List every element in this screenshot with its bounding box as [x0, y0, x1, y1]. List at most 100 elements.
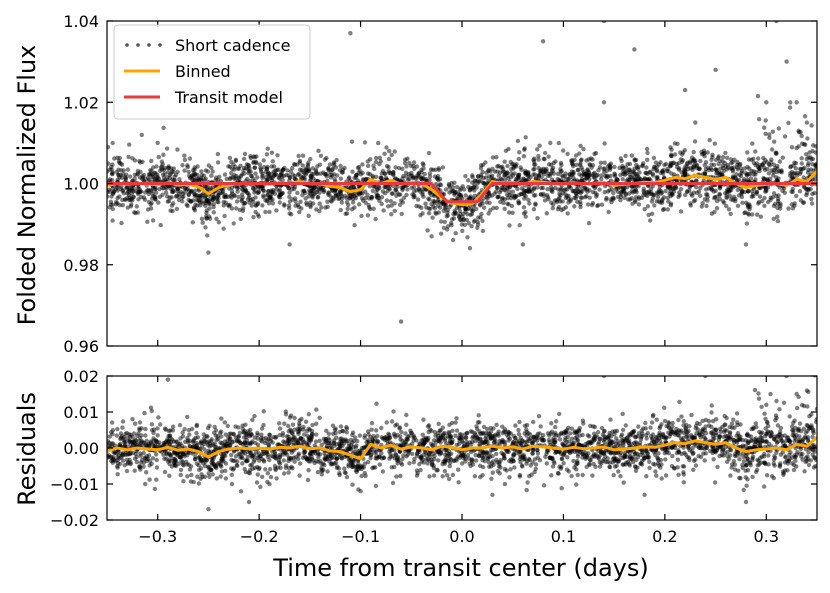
data-point — [159, 164, 164, 169]
data-point — [451, 216, 457, 221]
data-point — [400, 438, 405, 443]
data-point — [549, 200, 554, 205]
outlier-point — [794, 100, 799, 105]
data-point — [544, 169, 549, 174]
data-point — [785, 468, 790, 473]
data-point — [280, 431, 286, 436]
data-point — [678, 443, 683, 449]
data-point — [442, 469, 448, 474]
data-point — [126, 154, 131, 160]
outlier-point — [632, 47, 637, 52]
data-point — [393, 187, 398, 192]
data-point — [494, 155, 499, 160]
data-point — [406, 176, 412, 182]
data-point — [507, 210, 512, 215]
data-point — [452, 191, 457, 196]
data-point — [536, 157, 541, 162]
data-point — [282, 202, 287, 207]
data-point — [707, 137, 712, 143]
data-point — [549, 177, 555, 182]
data-point — [598, 160, 604, 165]
data-point — [107, 189, 110, 195]
data-point — [386, 204, 391, 209]
data-point — [362, 140, 368, 145]
data-point — [728, 166, 734, 171]
data-point — [175, 147, 180, 152]
data-point — [457, 205, 462, 210]
data-point — [783, 454, 788, 459]
data-point — [718, 166, 723, 171]
data-point — [383, 175, 389, 180]
data-point — [515, 138, 521, 144]
data-point — [714, 206, 720, 211]
data-point — [453, 420, 458, 425]
data-point — [799, 161, 804, 166]
data-point — [460, 228, 465, 234]
data-point — [666, 424, 671, 429]
data-point — [350, 430, 356, 435]
data-point — [142, 410, 147, 416]
data-point — [679, 170, 684, 175]
data-point — [627, 161, 633, 167]
data-point — [326, 166, 331, 171]
data-point — [377, 155, 382, 160]
data-point — [404, 441, 409, 447]
data-point — [436, 421, 441, 426]
data-point — [750, 474, 755, 480]
data-point — [350, 169, 355, 174]
data-point — [650, 196, 655, 201]
data-point — [403, 431, 408, 436]
data-point — [446, 183, 452, 188]
data-point — [375, 433, 380, 439]
data-point — [616, 469, 621, 474]
data-point — [255, 212, 261, 217]
data-point — [321, 189, 327, 195]
data-point — [236, 434, 242, 439]
data-point — [771, 461, 776, 466]
data-point — [132, 172, 138, 177]
data-point — [580, 472, 585, 478]
data-point — [578, 199, 583, 205]
y-tick-label: 1.02 — [63, 93, 99, 112]
data-point — [491, 205, 496, 211]
data-point — [726, 207, 732, 212]
data-point — [352, 205, 357, 210]
data-point — [312, 443, 317, 448]
data-point — [403, 157, 408, 162]
data-point — [754, 190, 759, 195]
data-point — [186, 192, 191, 197]
data-point — [721, 168, 727, 174]
data-point — [542, 150, 548, 156]
data-point — [654, 417, 659, 422]
data-point — [239, 187, 245, 192]
data-point — [427, 178, 432, 183]
data-point — [794, 193, 799, 199]
data-point — [542, 198, 548, 203]
data-point — [236, 185, 241, 190]
data-point — [510, 210, 515, 215]
data-point — [632, 157, 637, 162]
data-point — [299, 206, 304, 211]
data-point — [338, 163, 343, 169]
data-point — [182, 153, 187, 158]
data-point — [706, 165, 711, 170]
data-point — [487, 450, 492, 455]
data-point — [756, 156, 761, 161]
data-point — [389, 191, 395, 196]
data-point — [531, 167, 536, 172]
data-point — [764, 188, 769, 194]
data-point — [450, 237, 456, 243]
legend-label-short-cadence: Short cadence — [175, 36, 290, 55]
data-point — [235, 189, 240, 194]
data-point — [130, 156, 135, 161]
data-point — [318, 153, 324, 158]
data-point — [415, 197, 421, 202]
data-point — [392, 208, 397, 214]
data-point — [475, 225, 480, 230]
data-point — [264, 152, 270, 157]
data-point — [519, 167, 524, 172]
data-point — [469, 224, 474, 229]
data-point — [512, 171, 517, 176]
data-point — [748, 176, 754, 181]
data-point — [502, 159, 507, 164]
